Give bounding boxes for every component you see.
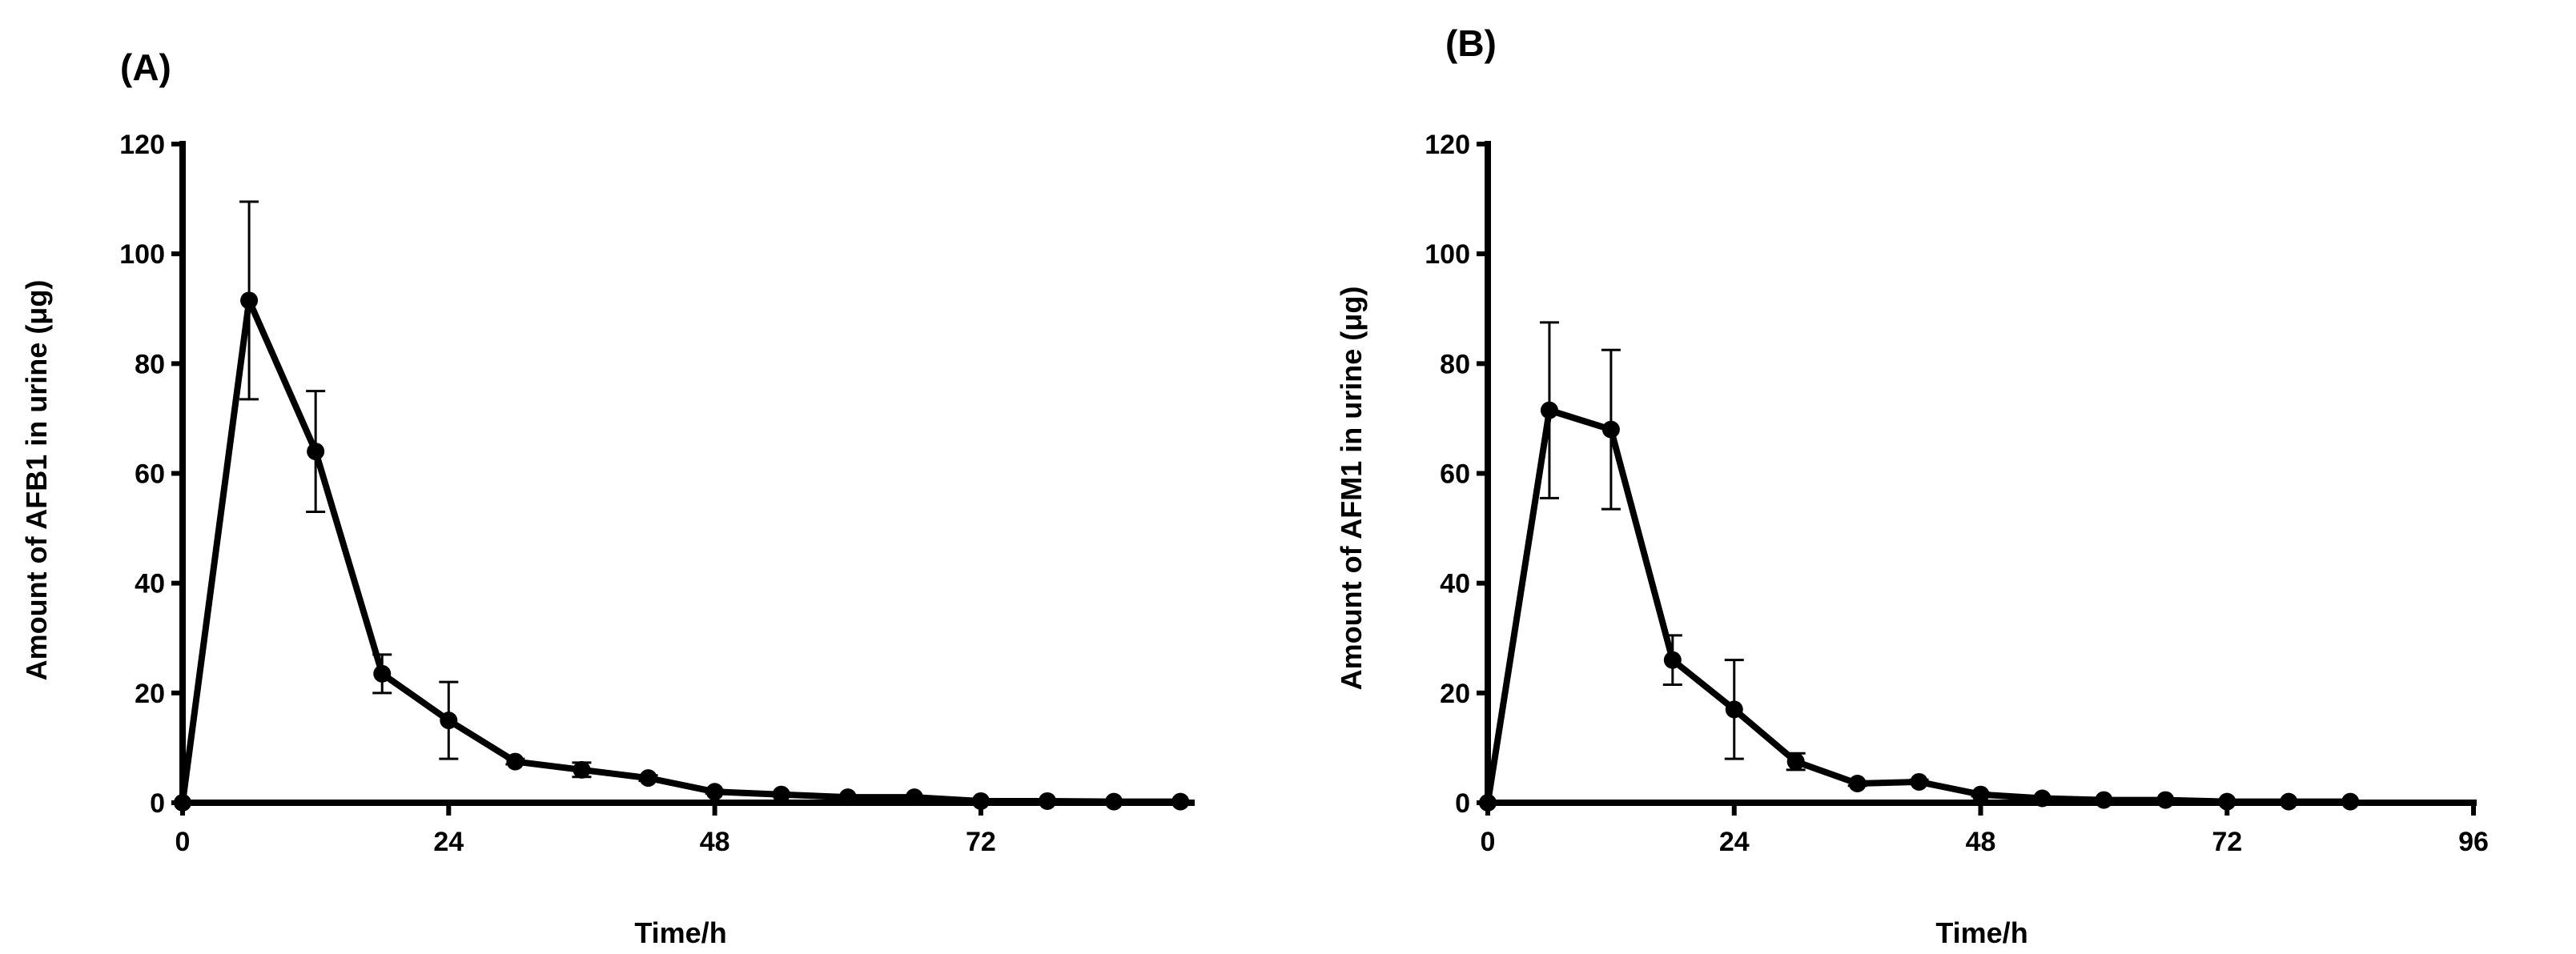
plot-area-a: 0 20 40 60 80 100 120 0 24 48 72 [119, 130, 1195, 857]
x-tick-label-b: 0 [1481, 827, 1496, 857]
data-point-a [905, 788, 923, 807]
x-tick-label-b: 24 [1719, 827, 1750, 857]
y-tick-label-a: 60 [135, 459, 165, 490]
data-point-b [1910, 772, 1928, 791]
y-tick-label-a: 80 [135, 349, 165, 379]
data-point-a [1039, 792, 1056, 810]
data-point-b [1971, 785, 1990, 804]
data-point-a [1105, 792, 1123, 811]
series-line-a [179, 297, 1181, 805]
chart-panel-b: (B) Amount of AFM1 in urine (μg) Time/h … [1313, 0, 2576, 954]
y-tick-label-b: 20 [1440, 679, 1470, 709]
x-tick-label-b: 96 [2458, 827, 2489, 857]
x-axis-label-a: Time/h [634, 916, 726, 949]
x-tick-label-b: 48 [1966, 827, 1996, 857]
y-tick-label-a: 100 [119, 239, 165, 270]
y-tick-label-a: 0 [150, 788, 165, 819]
data-point-a [506, 752, 524, 771]
data-point-b [2218, 792, 2236, 811]
x-axis-label-b: Time/h [1935, 916, 2027, 949]
data-point-a [1171, 792, 1190, 811]
data-point-b [1663, 651, 1682, 669]
y-tick-label-b: 0 [1455, 788, 1470, 819]
data-point-a [838, 788, 857, 807]
chart-a-svg: (A) Amount of AFB1 in urine (μg) Time/h … [20, 46, 1195, 949]
data-point-a [573, 760, 591, 779]
y-axis-label-b: Amount of AFM1 in urine (μg) [1335, 287, 1368, 691]
x-tick-label-a: 48 [700, 827, 730, 857]
data-point-a [705, 783, 724, 801]
data-point-a [307, 443, 325, 461]
data-point-b [2280, 792, 2298, 811]
y-tick-label-b: 60 [1440, 459, 1470, 490]
x-tick-label-a: 0 [175, 827, 191, 857]
panel-label-b: (B) [1445, 22, 1497, 64]
data-point-b [1601, 420, 1620, 439]
y-tick-label-b: 40 [1440, 569, 1470, 599]
data-point-a [174, 794, 191, 812]
series-line-b [1485, 407, 2351, 805]
data-point-b [2095, 791, 2113, 809]
data-point-b [1786, 752, 1805, 771]
data-point-b [1540, 401, 1558, 419]
data-point-b [1848, 774, 1867, 792]
chart-panel-a: (A) Amount of AFB1 in urine (μg) Time/h … [0, 0, 1249, 954]
x-tick-label-a: 24 [433, 827, 464, 857]
data-point-b [2156, 791, 2175, 809]
data-point-b [1479, 794, 1497, 812]
y-tick-label-b: 80 [1440, 349, 1470, 379]
x-tick-label-b: 72 [2212, 827, 2242, 857]
data-point-a [373, 664, 392, 683]
x-tick-label-a: 72 [966, 827, 996, 857]
y-tick-label-a: 120 [119, 130, 165, 160]
y-tick-label-b: 120 [1425, 130, 1470, 160]
data-point-a [971, 792, 990, 810]
plot-area-b: 0 20 40 60 80 100 120 0 24 48 72 96 [1425, 130, 2489, 857]
data-point-b [2341, 792, 2360, 811]
y-tick-label-a: 20 [135, 679, 165, 709]
data-point-a [440, 711, 458, 730]
y-tick-label-b: 100 [1425, 239, 1470, 270]
y-tick-label-a: 40 [135, 569, 165, 599]
panel-label-a: (A) [120, 46, 171, 88]
data-point-b [2033, 789, 2052, 808]
y-axis-label-a: Amount of AFB1 in urine (μg) [20, 280, 53, 681]
data-point-b [1725, 700, 1743, 719]
chart-b-svg: (B) Amount of AFM1 in urine (μg) Time/h … [1335, 22, 2489, 949]
data-point-a [639, 769, 657, 788]
data-point-a [772, 785, 790, 804]
data-point-a [240, 291, 259, 310]
